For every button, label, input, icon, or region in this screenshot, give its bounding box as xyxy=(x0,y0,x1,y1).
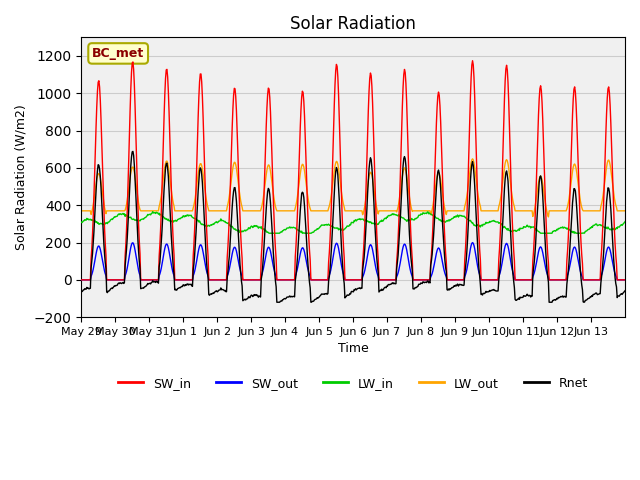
Y-axis label: Solar Radiation (W/m2): Solar Radiation (W/m2) xyxy=(15,104,28,250)
Legend: SW_in, SW_out, LW_in, LW_out, Rnet: SW_in, SW_out, LW_in, LW_out, Rnet xyxy=(113,372,593,395)
X-axis label: Time: Time xyxy=(338,342,369,356)
Title: Solar Radiation: Solar Radiation xyxy=(290,15,416,33)
Text: BC_met: BC_met xyxy=(92,47,144,60)
